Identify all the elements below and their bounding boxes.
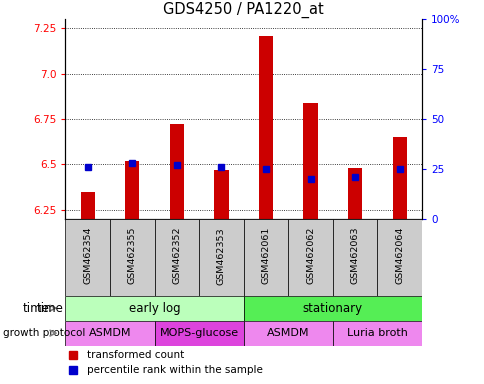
- Text: GSM462064: GSM462064: [394, 227, 403, 285]
- Bar: [65, 321, 154, 346]
- Text: GSM462354: GSM462354: [83, 227, 92, 285]
- Bar: [65, 296, 243, 321]
- Bar: [110, 219, 154, 296]
- Text: growth protocol: growth protocol: [3, 328, 86, 338]
- Text: ASMDM: ASMDM: [267, 328, 309, 338]
- Text: early log: early log: [129, 302, 180, 314]
- Bar: [243, 321, 332, 346]
- Bar: [303, 103, 317, 219]
- Text: Luria broth: Luria broth: [346, 328, 407, 338]
- Bar: [65, 219, 110, 296]
- Text: GSM462355: GSM462355: [128, 227, 136, 285]
- Bar: [392, 137, 406, 219]
- Text: stationary: stationary: [302, 302, 362, 314]
- Bar: [154, 219, 199, 296]
- Text: time: time: [36, 302, 63, 314]
- Bar: [332, 321, 421, 346]
- Bar: [332, 219, 377, 296]
- Text: GSM462061: GSM462061: [261, 227, 270, 285]
- Text: GSM462352: GSM462352: [172, 227, 181, 285]
- Text: GSM462353: GSM462353: [216, 227, 226, 285]
- Text: percentile rank within the sample: percentile rank within the sample: [87, 366, 262, 376]
- Text: MOPS-glucose: MOPS-glucose: [159, 328, 238, 338]
- Bar: [243, 219, 287, 296]
- Bar: [80, 192, 95, 219]
- Bar: [169, 124, 183, 219]
- Bar: [258, 36, 272, 219]
- Text: time: time: [23, 302, 50, 314]
- Bar: [287, 219, 332, 296]
- Text: GSM462062: GSM462062: [305, 227, 315, 285]
- Bar: [154, 321, 243, 346]
- Bar: [214, 170, 228, 219]
- Bar: [125, 161, 139, 219]
- Title: GDS4250 / PA1220_at: GDS4250 / PA1220_at: [163, 2, 323, 18]
- Bar: [347, 168, 362, 219]
- Text: ASMDM: ASMDM: [89, 328, 131, 338]
- Bar: [377, 219, 421, 296]
- Text: transformed count: transformed count: [87, 350, 184, 360]
- Bar: [243, 296, 421, 321]
- Bar: [199, 219, 243, 296]
- Text: GSM462063: GSM462063: [350, 227, 359, 285]
